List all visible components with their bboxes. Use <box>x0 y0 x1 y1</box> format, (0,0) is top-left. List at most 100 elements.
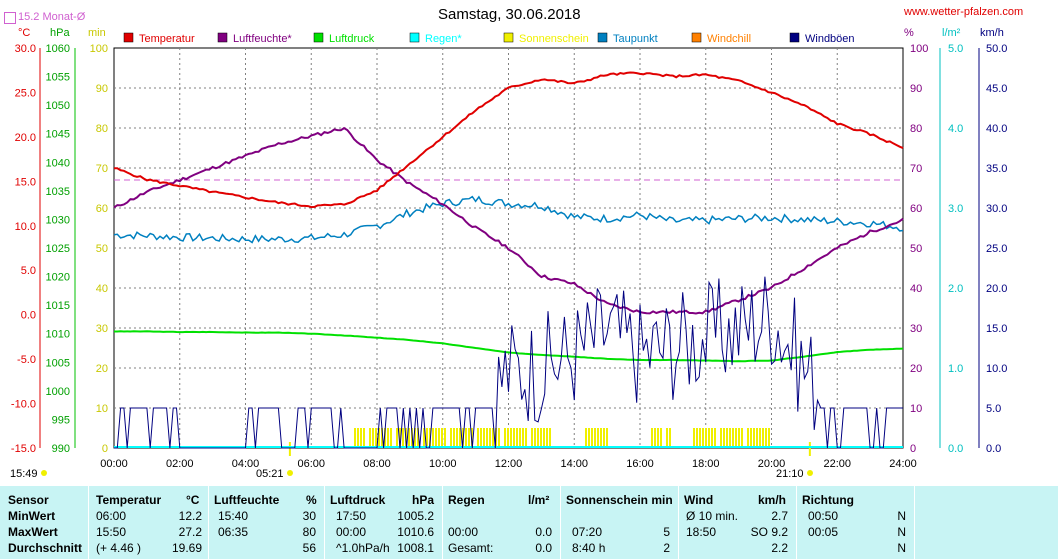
press-tick: 1025 <box>46 243 70 255</box>
sunshine-bar <box>699 428 701 448</box>
sunshine-bar <box>387 428 389 448</box>
min-tick: 90 <box>96 83 108 95</box>
chart-title: Samstag, 30.06.2018 <box>438 6 581 23</box>
sunshine-bar <box>510 428 512 448</box>
sunshine-bar <box>441 428 443 448</box>
rain-tick: 1.0 <box>948 363 963 375</box>
table-cell-p_val: 1005.2 <box>397 509 434 523</box>
legend-label: Windchill <box>707 33 751 45</box>
pct-tick: 40 <box>910 283 922 295</box>
table-cell-d_val: N <box>897 525 906 539</box>
sunshine-bar <box>477 428 479 448</box>
sunshine-bar <box>588 428 590 448</box>
min-tick: 40 <box>96 283 108 295</box>
wind-unit: km/h <box>980 27 1004 39</box>
table-cell-label: MaxWert <box>8 525 58 539</box>
th-temperatur: Temperatur <box>96 493 162 507</box>
rain-tick: 3.0 <box>948 203 963 215</box>
min-unit: min <box>88 27 106 39</box>
sunshine-bar <box>540 428 542 448</box>
press-tick: 1060 <box>46 43 70 55</box>
sunshine-bar <box>507 428 509 448</box>
wind-tick: 10.0 <box>986 363 1007 375</box>
sunshine-bar <box>720 428 722 448</box>
site-link[interactable]: www.wetter-pfalzen.com <box>904 6 1024 18</box>
sunshine-bar <box>357 428 359 448</box>
sunshine-bar <box>444 428 446 448</box>
table-cell-t_time: 06:00 <box>96 509 127 523</box>
sunshine-bar <box>408 428 410 448</box>
temp-tick: -15.0 <box>11 443 36 455</box>
press-tick: 1005 <box>46 357 70 369</box>
sunshine-bar <box>531 428 533 448</box>
table-cell-p_time: 17:50 <box>336 509 367 523</box>
press-tick: 1035 <box>46 186 70 198</box>
legend-swatch <box>123 32 134 43</box>
time-tick: 16:00 <box>626 458 654 470</box>
sunshine-bar <box>702 428 704 448</box>
legend-swatch <box>217 32 228 43</box>
sunshine-bar <box>435 428 437 448</box>
sunshine-bar <box>450 428 452 448</box>
legend-swatch <box>597 32 608 43</box>
temp-unit: °C <box>18 27 30 39</box>
sunshine-bar <box>489 428 491 448</box>
axes: 30.0 25.0 20.0 15.0 10.0 5.0 0.0 -5.0 -10.0 -15.0… <box>10 27 1007 480</box>
table-cell-p_time: 00:00 <box>336 525 367 539</box>
sunshine-bar <box>591 428 593 448</box>
sunshine-bar <box>384 428 386 448</box>
temp-tick: -5.0 <box>17 354 36 366</box>
time-tick: 22:00 <box>823 458 851 470</box>
sunshine-bar <box>768 428 770 448</box>
table-cell-s_val: 2 <box>663 541 670 555</box>
weather-chart: 30.0 25.0 20.0 15.0 10.0 5.0 0.0 -5.0 -10.0 -15.0… <box>10 27 1007 480</box>
wind-tick: 0.0 <box>986 443 1001 455</box>
min-tick: 60 <box>96 203 108 215</box>
press-unit: hPa <box>50 27 70 39</box>
sunshine-bar <box>375 428 377 448</box>
temp-tick: 5.0 <box>21 265 36 277</box>
sunshine-bar <box>546 428 548 448</box>
pct-tick: 70 <box>910 163 922 175</box>
sunshine-bar <box>399 428 401 448</box>
sunshine-bar <box>372 428 374 448</box>
series-taupunkt <box>113 195 904 244</box>
table-cell-t_time: (+ 4.46 ) <box>96 541 142 555</box>
temp-tick: 15.0 <box>15 176 36 188</box>
sunshine-bar <box>486 428 488 448</box>
sunshine-bar <box>423 428 425 448</box>
rain-tick: 2.0 <box>948 283 963 295</box>
sunshine-bar <box>381 428 383 448</box>
sunshine-bar <box>654 428 656 448</box>
table-cell-r_val: 0.0 <box>535 541 552 555</box>
temp-tick: 30.0 <box>15 43 36 55</box>
wind-tick: 45.0 <box>986 83 1007 95</box>
divider <box>678 486 679 559</box>
legend-swatch <box>503 32 514 43</box>
legend-label: Regen* <box>425 33 462 45</box>
table-cell-r_time: Gesamt: <box>448 541 494 555</box>
sunshine-bar <box>414 428 416 448</box>
sunshine-bar <box>600 428 602 448</box>
sunshine-bar <box>714 428 716 448</box>
pct-tick: 60 <box>910 203 922 215</box>
series-windboeen <box>114 276 903 449</box>
sunshine-bar <box>549 428 551 448</box>
th-wind-unit: km/h <box>758 493 787 507</box>
wind-tick: 20.0 <box>986 283 1007 295</box>
divider <box>208 486 209 559</box>
sunshine-bar <box>747 428 749 448</box>
divider <box>914 486 915 559</box>
table-cell-w_val: 2.2 <box>771 541 788 555</box>
sunset-label: 21:10 <box>776 468 804 480</box>
sunshine-bar <box>363 428 365 448</box>
sunshine-bar <box>468 428 470 448</box>
rain-tick: 4.0 <box>948 123 963 135</box>
sunshine-bar <box>693 428 695 448</box>
daylength-label: 15:49 <box>10 468 38 480</box>
sunshine-bar <box>426 428 428 448</box>
table-cell-d_val: N <box>897 509 906 523</box>
time-tick: 14:00 <box>560 458 588 470</box>
th-wind: Wind <box>684 493 714 507</box>
table-cell-d_time: 00:05 <box>808 525 839 539</box>
